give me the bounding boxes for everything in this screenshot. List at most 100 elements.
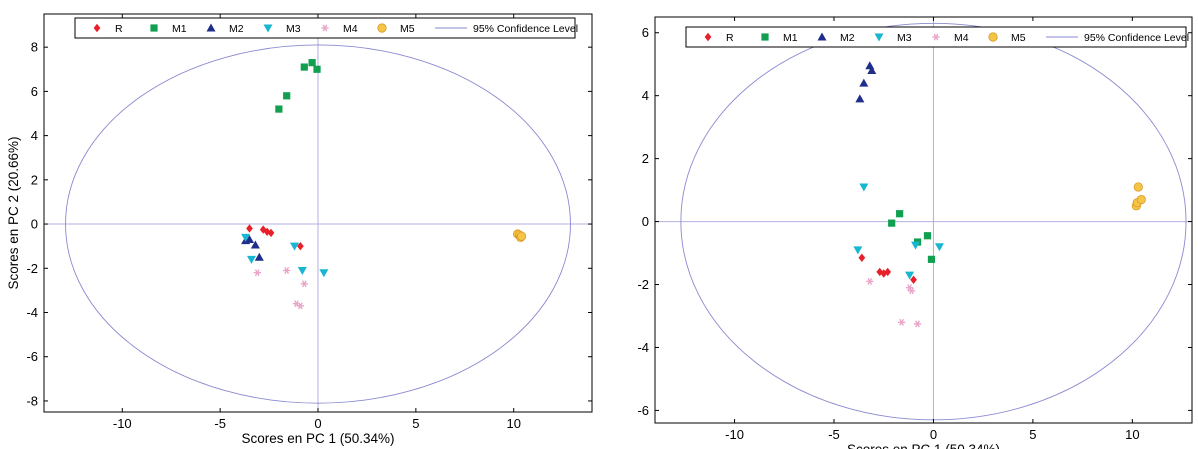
data-point-M3 [911, 241, 921, 250]
x-tick-label: 10 [506, 416, 520, 431]
legend-marker-M2 [206, 23, 216, 32]
data-point-M4 [253, 269, 261, 277]
legend-label-M3: M3 [286, 23, 301, 35]
series-M5 [513, 229, 527, 242]
data-point-M2 [245, 235, 254, 244]
y-tick-label: 0 [642, 214, 649, 229]
y-tick-label: 6 [642, 25, 649, 40]
x-tick-label: -10 [725, 427, 744, 442]
y-tick-label: -4 [637, 340, 649, 355]
series-M3 [853, 183, 944, 280]
legend-label-M4: M4 [343, 23, 358, 35]
legend-marker-R [93, 23, 101, 33]
series-M5 [1131, 182, 1146, 211]
data-point-M1 [313, 65, 321, 73]
legend-label-M1: M1 [783, 32, 798, 44]
data-point-M4 [913, 320, 922, 328]
data-point-R [884, 267, 892, 277]
data-point-M2 [250, 240, 260, 249]
y-tick-label: -6 [637, 403, 649, 418]
legend-label-M1: M1 [172, 23, 187, 35]
x-tick-label: 0 [930, 427, 937, 442]
legend-marker-M1 [150, 24, 158, 32]
data-point-M1 [896, 210, 904, 218]
y-tick-label: -8 [26, 393, 38, 408]
series-M1 [275, 59, 321, 113]
data-point-R [297, 241, 304, 251]
chart-panel-1: -10 -5 0 5 10 -8 -6 -4 -2 0 2 4 6 8 Scores en PC 1 (50… [6, 13, 593, 446]
legend-marker-M3 [263, 24, 273, 33]
legend-marker-M4 [321, 24, 329, 32]
y-tick-label: 2 [642, 151, 649, 166]
x-tick-label: -5 [828, 427, 840, 442]
legend-marker-M5 [377, 23, 387, 33]
legend-label-M2: M2 [229, 23, 244, 35]
legend-marker-M2 [817, 32, 827, 41]
data-point-M1 [927, 255, 936, 263]
x-tick-label: -5 [214, 416, 226, 431]
x-tick-label: 5 [412, 416, 419, 431]
data-point-M1 [283, 92, 291, 100]
data-point-M3 [905, 271, 915, 280]
legend: R M1 M2 M3 M4 M5 95% Confidence Level [74, 17, 578, 39]
legend-marker-M4 [932, 33, 940, 41]
x-tick-label: -10 [113, 416, 132, 431]
x-axis-label: Scores en PC 1 (50.34%) [241, 431, 394, 446]
data-point-M3 [246, 255, 256, 264]
series-M4 [866, 277, 922, 328]
data-point-M3 [934, 243, 944, 252]
data-point-M5 [1133, 182, 1143, 192]
data-point-M1 [275, 105, 283, 113]
data-point-M2 [855, 94, 865, 103]
data-point-M4 [300, 280, 308, 288]
legend: R M1 M2 M3 M4 M5 95% Confidence Level [685, 26, 1189, 48]
data-point-M5 [1136, 194, 1146, 205]
legend-marker-R [704, 32, 712, 42]
data-point-M4 [283, 267, 291, 274]
x-tick-label: 10 [1125, 427, 1139, 442]
y-axis-label: Scores en PC 2 (20.66%) [6, 136, 21, 289]
legend-label-confidence: 95% Confidence Level [1084, 32, 1189, 44]
data-point-R [858, 253, 866, 262]
data-point-M3 [297, 266, 307, 275]
y-tick-label: 4 [31, 128, 38, 143]
legend-label-R: R [115, 23, 123, 35]
y-tick-label: 6 [31, 84, 38, 99]
y-tick-label: 2 [31, 172, 38, 187]
y-tick-label: 0 [31, 217, 38, 232]
series-R [246, 224, 304, 251]
legend-marker-M3 [874, 33, 884, 42]
legend-label-R: R [726, 32, 734, 44]
data-point-M4 [907, 287, 916, 295]
data-point-M1 [923, 232, 932, 240]
series-M4 [253, 267, 308, 310]
x-tick-label: 5 [1029, 427, 1036, 442]
confidence-ellipse [65, 44, 571, 404]
y-tick-label: 8 [31, 40, 38, 55]
data-point-M4 [898, 318, 906, 326]
data-point-M4 [296, 302, 304, 310]
data-point-M1 [888, 219, 896, 227]
data-point-M2 [867, 66, 877, 75]
data-point-M3 [241, 233, 251, 242]
legend-label-M2: M2 [840, 32, 855, 44]
data-point-M1 [308, 59, 316, 67]
data-point-M3 [853, 246, 863, 255]
axes-frame [654, 16, 1193, 424]
data-point-M2 [859, 78, 869, 87]
data-point-M4 [866, 277, 874, 285]
legend-marker-M5 [988, 32, 998, 42]
data-point-R [267, 228, 275, 238]
data-point-R [246, 224, 253, 233]
y-tick-label: -6 [26, 349, 38, 364]
chart-panel-2: -10 -5 0 5 10 -6 -4 -2 0 2 4 6 Scores en PC 1 (50.34… [637, 16, 1193, 449]
x-axis-label: Scores en PC 1 (50.34%) [847, 442, 1000, 449]
series-M2 [855, 61, 877, 103]
legend-label-M3: M3 [897, 32, 912, 44]
y-tick-label: -2 [637, 277, 649, 292]
data-point-M1 [300, 63, 308, 71]
y-tick-label: -4 [26, 305, 38, 320]
legend-label-M5: M5 [1011, 32, 1026, 44]
legend-label-M4: M4 [954, 32, 969, 44]
